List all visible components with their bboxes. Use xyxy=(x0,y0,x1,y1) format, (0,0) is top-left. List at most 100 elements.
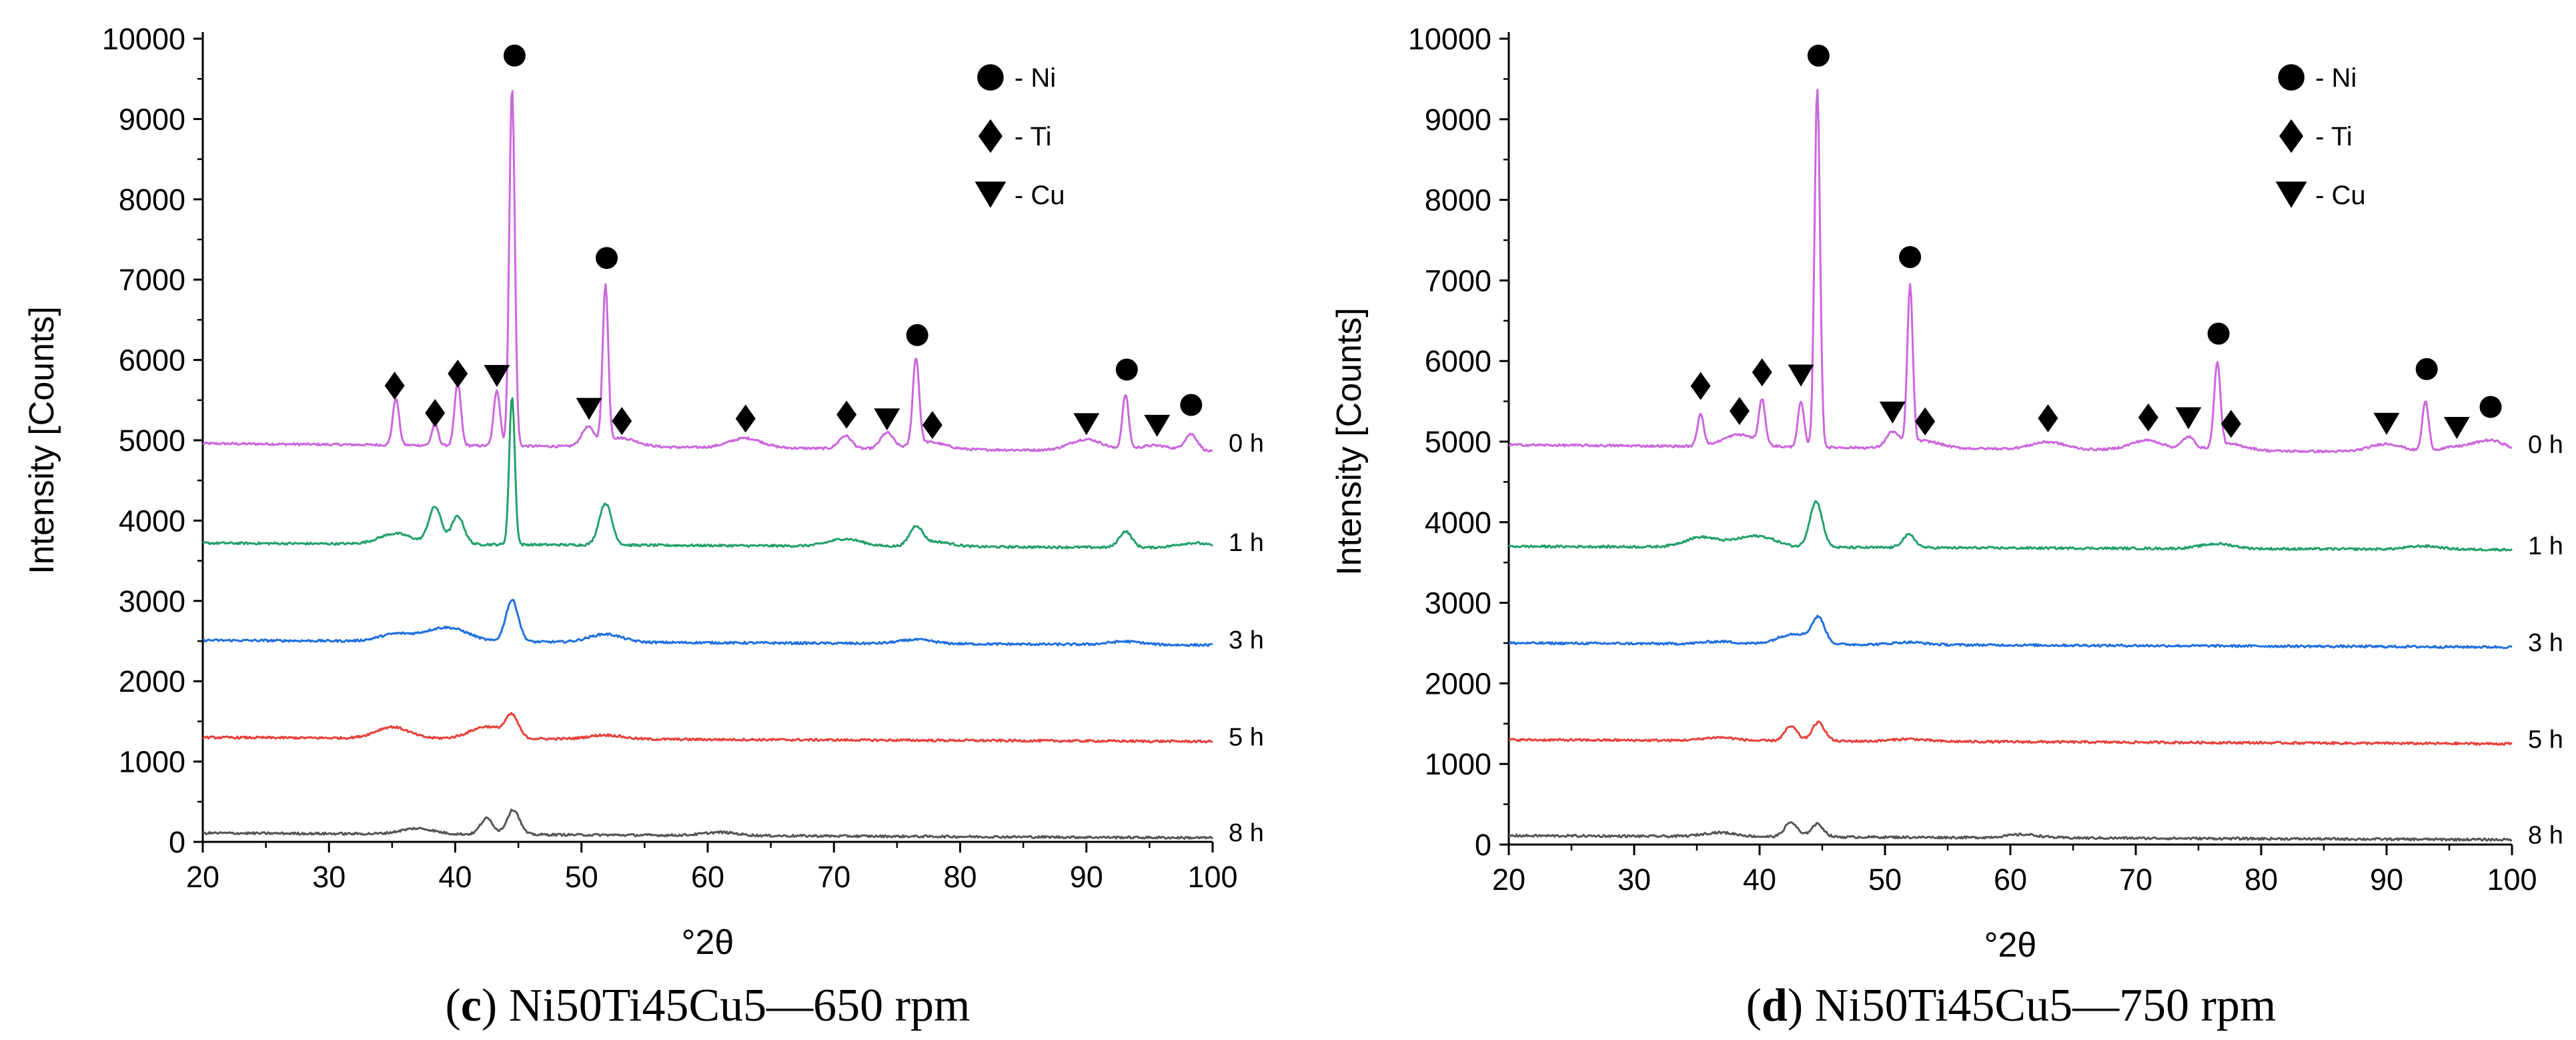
x-tick-label: 30 xyxy=(312,860,346,894)
x-tick-label: 60 xyxy=(1994,863,2027,897)
y-tick-label: 0 xyxy=(169,825,185,859)
triangle-down-peak-marker xyxy=(1144,414,1171,437)
diamond-peak-marker xyxy=(425,399,446,428)
caption-open: ( xyxy=(1746,980,1762,1031)
diamond-peak-marker xyxy=(2138,403,2158,432)
triangle-down-peak-marker xyxy=(874,408,900,431)
y-tick-label: 1000 xyxy=(119,745,185,779)
diamond-peak-marker xyxy=(1690,372,1711,400)
diamond-peak-marker xyxy=(612,407,632,436)
series-label: 5 h xyxy=(1229,723,1264,751)
y-tick-label: 3000 xyxy=(119,584,185,618)
y-tick-label: 2000 xyxy=(1425,666,1491,700)
panel-caption: (c) Ni50Ti45Cu5—650 rpm xyxy=(446,980,971,1031)
x-tick-label: 60 xyxy=(691,860,724,894)
y-tick-label: 4000 xyxy=(1425,506,1491,540)
series-line-0h xyxy=(1508,89,2513,454)
triangle-down-peak-marker xyxy=(1879,402,1906,424)
series-label: 5 h xyxy=(2528,726,2563,754)
caption-close: ) xyxy=(1788,980,1803,1031)
x-tick-label: 90 xyxy=(1070,860,1103,894)
legend-triangle-down-symbol xyxy=(2275,181,2307,208)
caption-text: Ni50Ti45Cu5—650 rpm xyxy=(497,980,970,1031)
y-tick-label: 0 xyxy=(1475,828,1491,862)
triangle-down-peak-marker xyxy=(2443,416,2470,439)
triangle-down-peak-marker xyxy=(1073,413,1100,436)
y-tick-label: 2000 xyxy=(119,664,185,698)
series-label: 3 h xyxy=(1229,626,1264,654)
caption-letter: c xyxy=(461,980,482,1031)
series-line-8h xyxy=(1508,821,2513,842)
series-label: 8 h xyxy=(2528,822,2563,850)
series-line-1h xyxy=(202,397,1213,550)
circle-peak-marker xyxy=(1899,245,1922,268)
y-tick-label: 7000 xyxy=(1425,264,1491,298)
legend-entry-label: - Cu xyxy=(2315,181,2366,210)
series-line-3h xyxy=(202,598,1213,647)
series-label: 8 h xyxy=(1229,819,1264,847)
x-tick-label: 80 xyxy=(943,860,977,894)
panel-c: 0 1000 2000 3000 4000 5000 6000 7000 8000 9000 100… xyxy=(23,22,1264,1031)
legend-entry-label: - Cu xyxy=(1015,181,1065,210)
circle-peak-marker xyxy=(2207,322,2230,345)
legend-entry-label: - Ti xyxy=(1015,122,1052,151)
x-tick-label: 100 xyxy=(2487,863,2537,897)
series-label: 1 h xyxy=(2528,532,2563,560)
x-tick-label: 70 xyxy=(2119,863,2152,897)
x-tick-label: 50 xyxy=(565,860,598,894)
diamond-peak-marker xyxy=(1729,397,1750,426)
y-tick-label: 10000 xyxy=(102,22,185,56)
series-line-1h xyxy=(1507,500,2513,552)
circle-peak-marker xyxy=(1115,358,1138,381)
y-axis-title: Intensity [Counts] xyxy=(1330,308,1369,576)
series-line-0h xyxy=(202,90,1213,453)
series-line-3h xyxy=(1508,614,2513,649)
diamond-peak-marker xyxy=(2038,404,2058,432)
legend-diamond-symbol xyxy=(978,119,1003,153)
y-tick-label: 1000 xyxy=(1425,747,1491,781)
y-tick-label: 8000 xyxy=(119,183,185,217)
legend-triangle-down-symbol xyxy=(975,181,1007,208)
series-label: 1 h xyxy=(1229,529,1264,557)
panel-d: 0 1000 2000 3000 4000 5000 6000 7000 8000 9000 100… xyxy=(1330,22,2563,1031)
legend-circle-symbol xyxy=(2278,64,2305,91)
x-tick-label: 20 xyxy=(1492,863,1525,897)
series-label: 3 h xyxy=(2528,629,2563,657)
x-tick-label: 40 xyxy=(438,860,472,894)
caption-close: ) xyxy=(482,980,497,1031)
y-tick-label: 9000 xyxy=(1425,103,1491,137)
series-line-5h xyxy=(1508,720,2513,746)
diamond-peak-marker xyxy=(384,372,405,400)
caption-open: ( xyxy=(446,980,461,1031)
circle-peak-marker xyxy=(1180,394,1203,416)
y-tick-label: 9000 xyxy=(119,102,185,136)
triangle-down-peak-marker xyxy=(2175,407,2202,430)
triangle-down-peak-marker xyxy=(1788,364,1814,387)
diamond-peak-marker xyxy=(448,360,468,388)
y-tick-label: 8000 xyxy=(1425,183,1491,217)
caption-letter: d xyxy=(1762,980,1788,1031)
y-tick-label: 4000 xyxy=(119,504,185,538)
y-axis-title: Intensity [Counts] xyxy=(23,306,61,574)
x-tick-label: 90 xyxy=(2370,863,2403,897)
x-tick-label: 70 xyxy=(817,860,850,894)
circle-peak-marker xyxy=(1807,44,1830,67)
series-label: 0 h xyxy=(2528,431,2563,459)
x-tick-label: 80 xyxy=(2244,863,2278,897)
series-line-5h xyxy=(202,712,1213,744)
x-axis-title: °2θ xyxy=(1984,926,2037,965)
legend-entry-label: - Ti xyxy=(2315,122,2353,151)
diamond-peak-marker xyxy=(1752,358,1772,387)
x-tick-label: 100 xyxy=(1187,860,1237,894)
triangle-down-peak-marker xyxy=(484,365,510,388)
y-tick-label: 10000 xyxy=(1408,22,1491,56)
diamond-peak-marker xyxy=(1915,407,1936,436)
x-tick-label: 50 xyxy=(1868,863,1902,897)
legend-circle-symbol xyxy=(977,64,1004,91)
triangle-down-peak-marker xyxy=(576,398,602,420)
circle-peak-marker xyxy=(2479,396,2502,418)
diamond-peak-marker xyxy=(735,404,756,433)
circle-peak-marker xyxy=(596,247,618,270)
y-tick-label: 5000 xyxy=(1425,425,1491,459)
